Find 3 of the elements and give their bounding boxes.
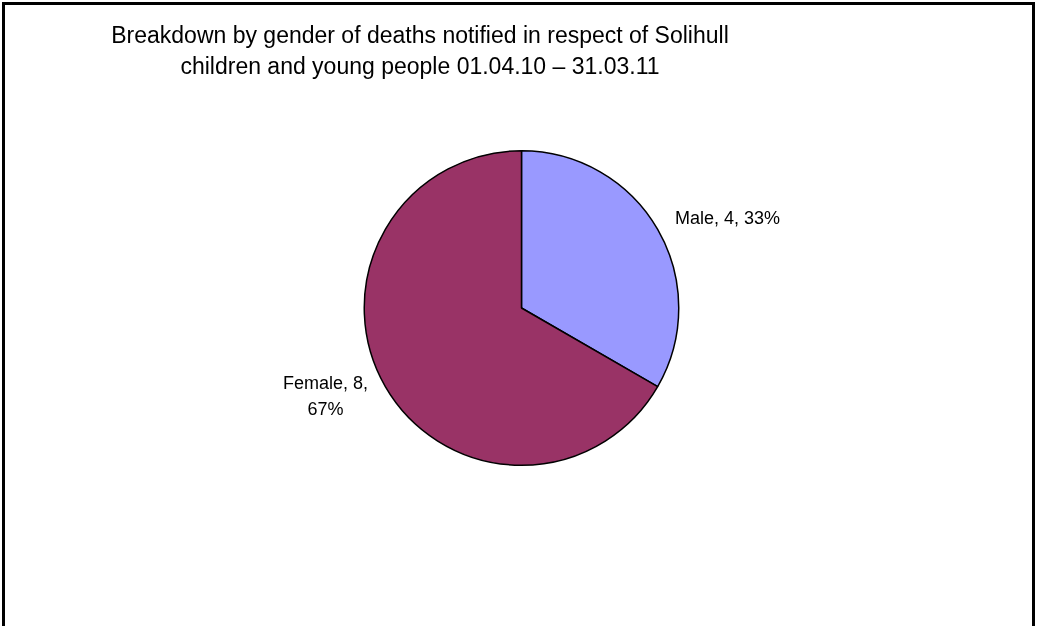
chart-title: Breakdown by gender of deaths notified in respect of Solihull children and young people 01.04.10 – 31.03.11 xyxy=(110,21,730,81)
slice-label: Male, 4, 33% xyxy=(675,208,781,229)
slice-label: Female, 8, 67% xyxy=(282,372,368,419)
